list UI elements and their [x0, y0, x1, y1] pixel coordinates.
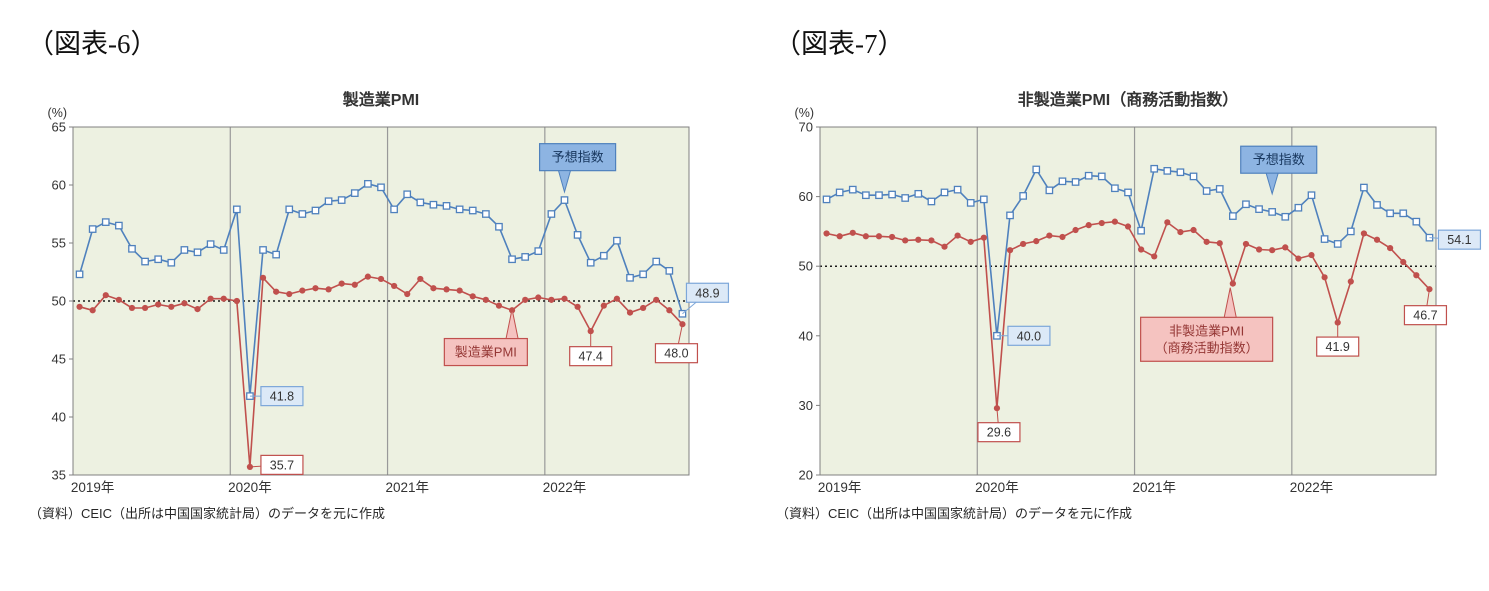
- svg-text:製造業PMI: 製造業PMI: [342, 90, 419, 109]
- svg-text:40: 40: [799, 328, 813, 343]
- svg-text:54.1: 54.1: [1447, 233, 1471, 247]
- svg-text:非製造業PMI（商務活動指数）: 非製造業PMI（商務活動指数）: [1018, 90, 1238, 109]
- svg-text:48.9: 48.9: [695, 286, 719, 300]
- figure-6-label: （図表-6）: [27, 29, 158, 59]
- figure-7-label: （図表-7）: [774, 29, 905, 59]
- svg-text:60: 60: [799, 189, 813, 204]
- svg-text:40: 40: [52, 410, 66, 425]
- svg-text:2020年: 2020年: [228, 480, 272, 495]
- svg-text:2021年: 2021年: [1132, 480, 1176, 495]
- svg-text:50: 50: [799, 259, 813, 274]
- svg-text:2020年: 2020年: [975, 480, 1019, 495]
- svg-text:(%): (%): [795, 106, 814, 120]
- svg-text:41.9: 41.9: [1326, 340, 1350, 354]
- svg-text:2022年: 2022年: [1290, 480, 1334, 495]
- svg-text:41.8: 41.8: [270, 390, 294, 404]
- svg-text:非製造業PMI: 非製造業PMI: [1169, 323, 1244, 338]
- svg-text:2022年: 2022年: [543, 480, 587, 495]
- charts-row: （図表-6） 35 40 45 50 55 60 65 (%) 製造業PMI 2019年 2020年…: [25, 16, 1484, 522]
- svg-text:2019年: 2019年: [71, 480, 115, 495]
- svg-text:35.7: 35.7: [270, 458, 294, 472]
- svg-text:20: 20: [799, 468, 813, 483]
- svg-text:48.0: 48.0: [664, 347, 688, 361]
- svg-text:予想指数: 予想指数: [552, 150, 604, 165]
- svg-text:(%): (%): [48, 106, 67, 120]
- svg-text:2021年: 2021年: [385, 480, 429, 495]
- svg-text:2019年: 2019年: [818, 480, 862, 495]
- svg-text:29.6: 29.6: [987, 426, 1011, 440]
- svg-text:60: 60: [52, 178, 66, 193]
- svg-text:55: 55: [52, 236, 66, 251]
- svg-text:46.7: 46.7: [1413, 309, 1437, 323]
- svg-text:35: 35: [52, 468, 66, 483]
- svg-text:47.4: 47.4: [579, 350, 603, 364]
- figure-7: （図表-7） 20 30 40 50 60 70 (%) 非製造業PMI（商務活動指数） 201…: [772, 16, 1484, 522]
- figure-6: （図表-6） 35 40 45 50 55 60 65 (%) 製造業PMI 2019年 2020年…: [25, 16, 737, 522]
- svg-text:70: 70: [799, 120, 813, 135]
- figure-6-source: （資料）CEIC（出所は中国国家統計局）のデータを元に作成: [29, 506, 386, 521]
- svg-text:65: 65: [52, 120, 66, 135]
- svg-text:50: 50: [52, 294, 66, 309]
- svg-text:30: 30: [799, 398, 813, 413]
- figure-7-source: （資料）CEIC（出所は中国国家統計局）のデータを元に作成: [776, 506, 1133, 521]
- figure-6-chart: 35 40 45 50 55 60 65(%) 製造業PMI 2019年 2020年 2021年 20…: [48, 90, 730, 495]
- svg-text:40.0: 40.0: [1017, 329, 1041, 343]
- svg-text:（商務活動指数）: （商務活動指数）: [1155, 340, 1259, 355]
- svg-text:45: 45: [52, 352, 66, 367]
- svg-text:予想指数: 予想指数: [1253, 152, 1305, 167]
- svg-text:製造業PMI: 製造業PMI: [455, 345, 517, 360]
